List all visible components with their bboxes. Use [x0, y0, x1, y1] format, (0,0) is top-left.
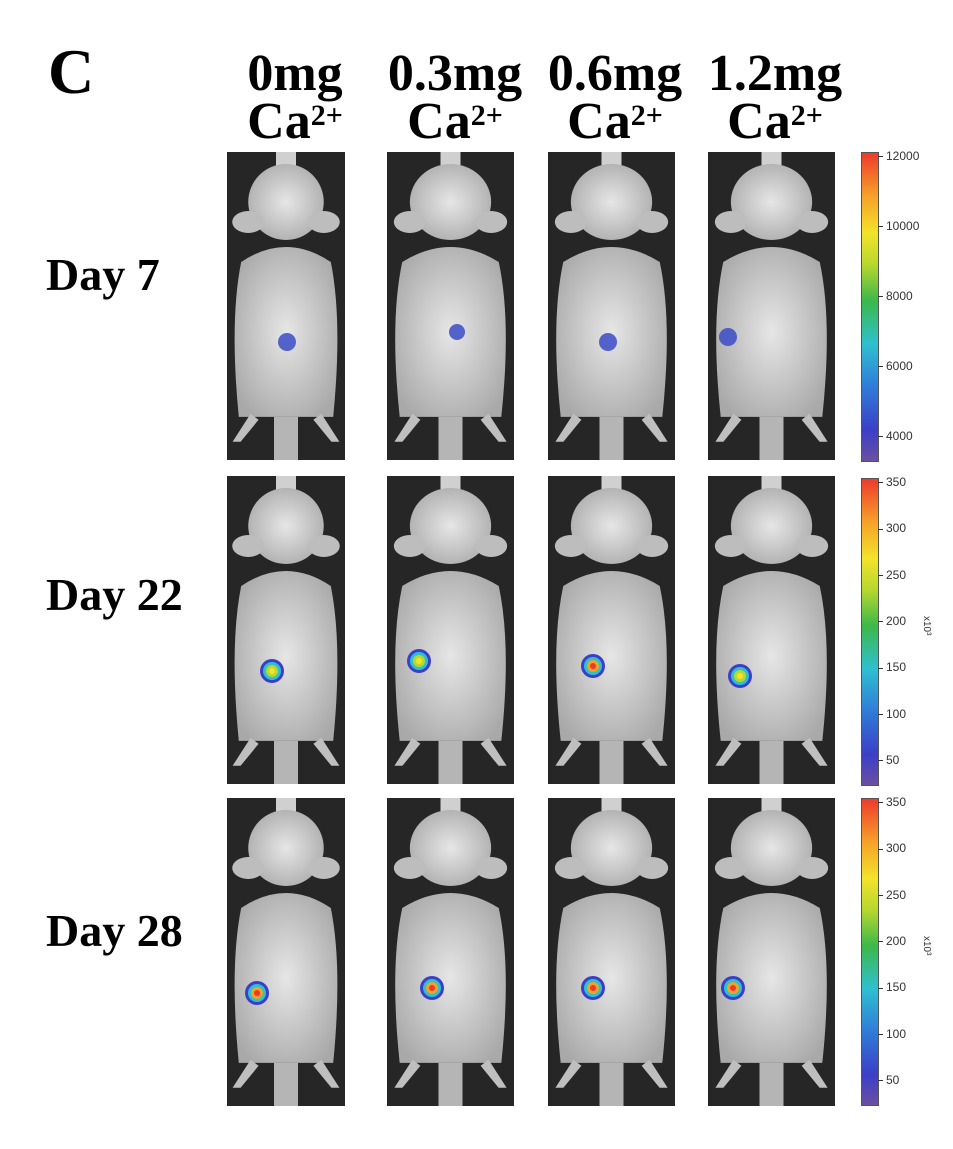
mouse-image — [387, 476, 514, 784]
colorbar-ticks-day-7: 12000 10000 8000 6000 4000 — [878, 149, 948, 460]
colorbar-tick-label: 200 — [878, 614, 906, 628]
colorbar-unit-day-22: x10³ — [921, 616, 932, 636]
ion-label: Ca — [727, 92, 791, 150]
colorbar-tick-label: 12000 — [878, 149, 919, 163]
colorbar-tick-label: 100 — [878, 707, 906, 721]
colorbar-tick-label: 300 — [878, 841, 906, 855]
colorbar-tick-label: 4000 — [878, 429, 913, 443]
colorbar-tick-label: 250 — [878, 888, 906, 902]
colorbar-tick-label: 150 — [878, 660, 906, 674]
mouse-image — [227, 476, 345, 784]
ion-label: Ca — [247, 92, 311, 150]
ion-charge: 2+ — [310, 98, 343, 132]
colorbar-tick-label: 50 — [878, 1073, 899, 1087]
colorbar-tick-label: 250 — [878, 568, 906, 582]
row-label-day-28: Day 28 — [46, 905, 183, 956]
ion-label: Ca — [567, 92, 631, 150]
colorbar-tick-label: 8000 — [878, 289, 913, 303]
colorbar-day-7 — [861, 152, 879, 462]
column-header-1.2mg: 1.2mg Ca2+ — [700, 45, 850, 148]
colorbar-tick-label: 100 — [878, 1027, 906, 1041]
column-header-0mg: 0mg Ca2+ — [220, 45, 370, 148]
colorbar-tick-label: 200 — [878, 934, 906, 948]
row-label-day-7: Day 7 — [46, 249, 160, 300]
mouse-image — [708, 152, 835, 460]
colorbar-ticks-day-28: 350 300 250 200 150 100 50 — [878, 795, 948, 1104]
colorbar-tick-label: 350 — [878, 475, 906, 489]
ion-charge: 2+ — [470, 98, 503, 132]
dose-label: 1.2mg — [707, 45, 843, 102]
dose-label: 0.3mg — [387, 45, 523, 102]
row-label-day-22: Day 22 — [46, 569, 183, 620]
panel-letter: C — [48, 36, 95, 107]
colorbar-day-28 — [861, 798, 879, 1106]
colorbar-tick-label: 10000 — [878, 219, 919, 233]
ion-charge: 2+ — [630, 98, 663, 132]
mouse-image — [227, 152, 345, 460]
mouse-image — [227, 798, 345, 1106]
mouse-image — [548, 476, 675, 784]
mouse-image — [708, 476, 835, 784]
colorbar-tick-label: 150 — [878, 980, 906, 994]
mouse-image — [387, 798, 514, 1106]
colorbar-ticks-day-22: 350 300 250 200 150 100 50 — [878, 475, 948, 784]
ion-label: Ca — [407, 92, 471, 150]
column-header-0.6mg: 0.6mg Ca2+ — [540, 45, 690, 148]
mouse-image — [548, 798, 675, 1106]
colorbar-unit-day-28: x10³ — [921, 936, 932, 956]
colorbar-day-22 — [861, 478, 879, 786]
colorbar-tick-label: 300 — [878, 521, 906, 535]
dose-label: 0.6mg — [547, 45, 683, 102]
mouse-image — [708, 798, 835, 1106]
mouse-image — [548, 152, 675, 460]
colorbar-tick-label: 6000 — [878, 359, 913, 373]
column-header-0.3mg: 0.3mg Ca2+ — [380, 45, 530, 148]
colorbar-tick-label: 50 — [878, 753, 899, 767]
ion-charge: 2+ — [790, 98, 823, 132]
dose-label: 0mg — [247, 45, 343, 102]
mouse-image — [387, 152, 514, 460]
colorbar-tick-label: 350 — [878, 795, 906, 809]
